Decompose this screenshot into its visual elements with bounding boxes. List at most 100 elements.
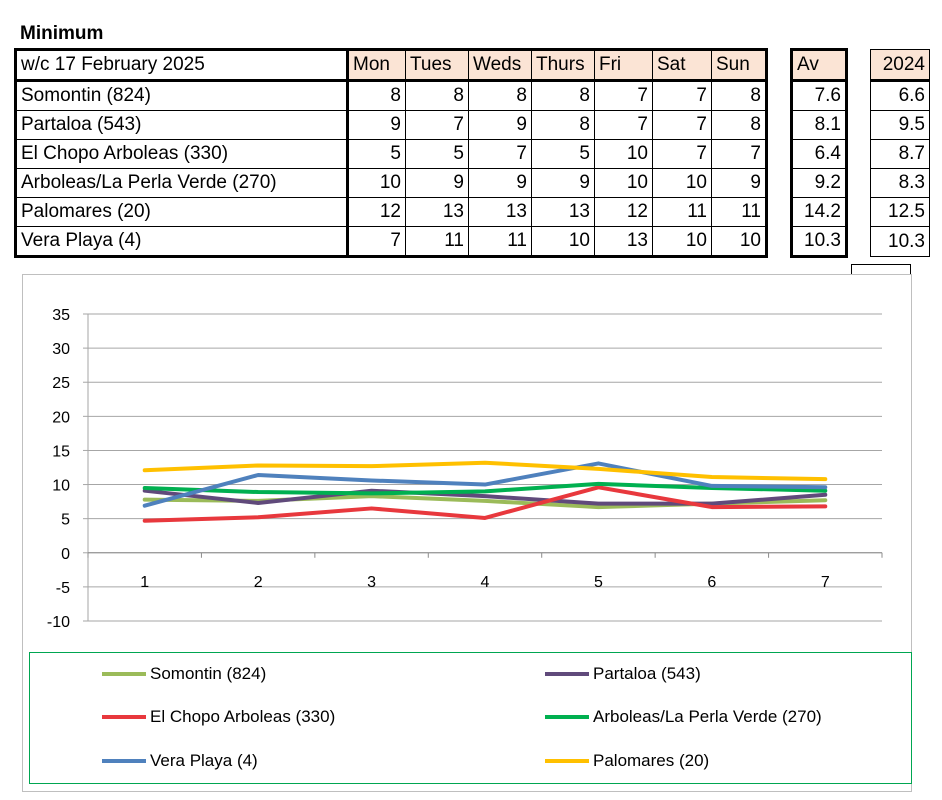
cell-value: 5 <box>405 139 469 169</box>
cell-average: 14.2 <box>790 197 848 227</box>
x-tick-label: 7 <box>821 574 830 591</box>
cell-average: 9.2 <box>790 168 848 198</box>
chart-area <box>22 274 912 792</box>
week-label: w/c 17 February 2025 <box>14 48 349 82</box>
table-row: Arboleas/La Perla Verde (270) 10 9 9 9 1… <box>14 168 930 198</box>
header-thurs: Thurs <box>531 48 595 82</box>
cell-value: 7 <box>652 110 712 140</box>
row-location: Partaloa (543) <box>14 110 349 140</box>
cell-value: 7 <box>594 110 653 140</box>
cell-average: 7.6 <box>790 80 848 111</box>
cell-value: 11 <box>468 226 532 258</box>
cell-year: 9.5 <box>870 110 930 140</box>
legend-label: Somontin (824) <box>150 664 267 683</box>
y-tick-label: 5 <box>61 512 70 529</box>
x-tick-label: 3 <box>367 574 376 591</box>
series-line <box>142 481 828 496</box>
cell-value: 10 <box>711 226 768 258</box>
cell-value: 7 <box>347 226 406 258</box>
cell-value: 13 <box>468 197 532 227</box>
legend-entry: Partaloa (543) <box>545 664 701 684</box>
header-sat: Sat <box>652 48 712 82</box>
legend-swatch <box>102 672 146 676</box>
legend-swatch <box>545 715 589 719</box>
row-location: Vera Playa (4) <box>14 226 349 258</box>
legend-label: El Chopo Arboleas (330) <box>150 707 336 726</box>
y-tick-label: 35 <box>52 307 70 324</box>
cell-average: 6.4 <box>790 139 848 169</box>
y-tick-label: 10 <box>52 478 70 495</box>
cell-year: 8.3 <box>870 168 930 198</box>
table-row: El Chopo Arboleas (330) 5 5 7 5 10 7 7 6… <box>14 139 930 169</box>
cell-value: 8 <box>531 80 595 111</box>
cell-year: 12.5 <box>870 197 930 227</box>
header-fri: Fri <box>594 48 653 82</box>
cell-value: 9 <box>531 168 595 198</box>
table-row: Palomares (20) 12 13 13 13 12 11 11 14.2… <box>14 197 930 227</box>
table-title: Minimum <box>20 23 104 44</box>
y-tick-label: -5 <box>56 580 70 597</box>
header-av: Av <box>790 48 848 82</box>
cell-value: 12 <box>594 197 653 227</box>
cell-value: 13 <box>531 197 595 227</box>
cell-value: 7 <box>405 110 469 140</box>
year-column-tail <box>851 264 911 275</box>
cell-value: 13 <box>594 226 653 258</box>
header-year: 2024 <box>870 49 930 82</box>
legend-label: Arboleas/La Perla Verde (270) <box>593 707 822 726</box>
cell-value: 7 <box>468 139 532 169</box>
row-location: Palomares (20) <box>14 197 349 227</box>
cell-value: 8 <box>531 110 595 140</box>
x-tick-label: 4 <box>481 574 490 591</box>
legend-label: Palomares (20) <box>593 751 710 770</box>
x-tick-label: 6 <box>707 574 716 591</box>
y-tick-label: 25 <box>52 375 70 392</box>
table-row: Vera Playa (4) 7 11 11 10 13 10 10 10.3 … <box>14 226 930 258</box>
series-line <box>142 460 828 482</box>
header-weds: Weds <box>468 48 532 82</box>
table-row: Partaloa (543) 9 7 9 8 7 7 8 8.1 9.5 <box>14 110 930 140</box>
cell-average: 8.1 <box>790 110 848 140</box>
y-tick-label: 20 <box>52 409 70 426</box>
cell-value: 10 <box>652 168 712 198</box>
legend-swatch <box>102 759 146 763</box>
cell-value: 13 <box>405 197 469 227</box>
legend-swatch <box>545 672 589 676</box>
legend-swatch <box>545 759 589 763</box>
y-tick-label: 15 <box>52 443 70 460</box>
cell-value: 10 <box>652 226 712 258</box>
cell-value: 11 <box>652 197 712 227</box>
row-location: El Chopo Arboleas (330) <box>14 139 349 169</box>
x-tick-label: 2 <box>254 574 263 591</box>
legend-label: Vera Playa (4) <box>150 751 258 770</box>
cell-value: 8 <box>347 80 406 111</box>
table-row: Somontin (824) 8 8 8 8 7 7 8 7.6 6.6 <box>14 80 930 111</box>
temperature-table: w/c 17 February 2025 Mon Tues Weds Thurs… <box>14 48 930 258</box>
cell-value: 9 <box>405 168 469 198</box>
legend-entry: El Chopo Arboleas (330) <box>102 707 335 727</box>
cell-value: 7 <box>652 139 712 169</box>
y-tick-label: 0 <box>61 546 70 563</box>
cell-value: 10 <box>594 139 653 169</box>
legend-entry: Palomares (20) <box>545 751 709 771</box>
legend-label: Partaloa (543) <box>593 664 701 683</box>
series-line <box>142 461 828 508</box>
cell-value: 7 <box>711 139 768 169</box>
legend-swatch <box>102 715 146 719</box>
x-tick-label: 1 <box>140 574 149 591</box>
cell-value: 9 <box>468 110 532 140</box>
cell-value: 10 <box>531 226 595 258</box>
legend-entry: Arboleas/La Perla Verde (270) <box>545 707 822 727</box>
cell-year: 10.3 <box>870 226 930 257</box>
cell-value: 9 <box>468 168 532 198</box>
series-line <box>142 488 828 506</box>
header-sun: Sun <box>711 48 768 82</box>
table-header-row: w/c 17 February 2025 Mon Tues Weds Thurs… <box>14 48 930 82</box>
x-tick-label: 5 <box>594 574 603 591</box>
cell-value: 8 <box>711 80 768 111</box>
y-tick-label: -10 <box>47 614 70 631</box>
cell-value: 5 <box>531 139 595 169</box>
chart-legend: Somontin (824) Partaloa (543) El Chopo Arb… <box>29 652 912 784</box>
cell-value: 10 <box>594 168 653 198</box>
